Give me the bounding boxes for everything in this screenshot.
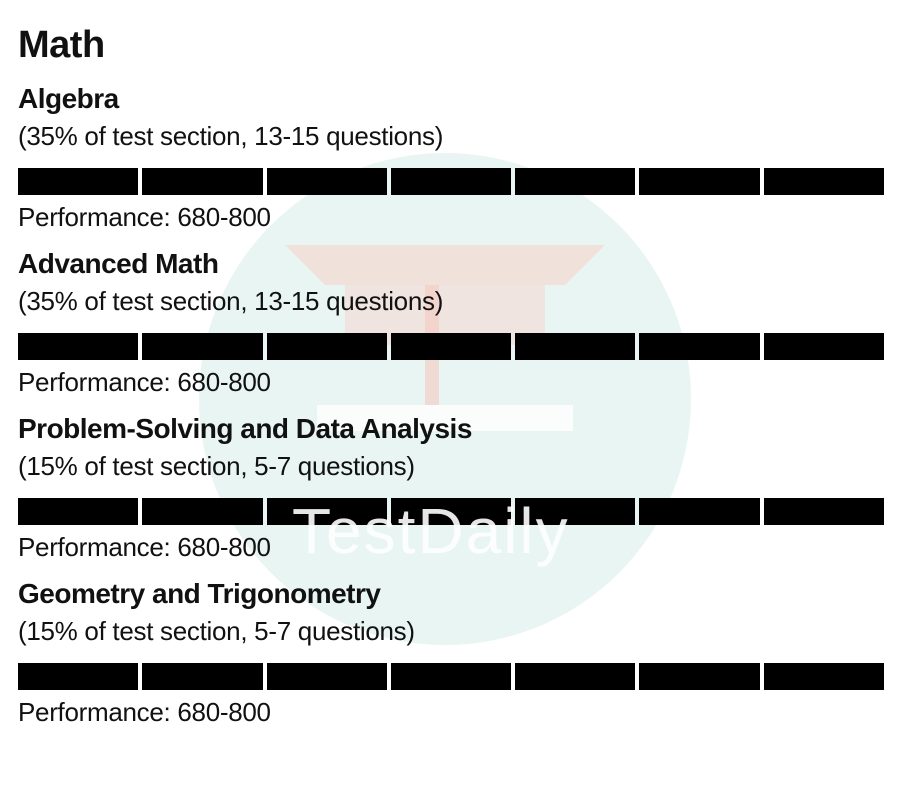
performance-range: Performance: 680-800 [18, 367, 271, 397]
section-title: Geometry and Trigonometry [18, 578, 381, 609]
section-subtitle: (15% of test section, 5-7 questions) [18, 616, 415, 646]
performance-bar-segment [18, 333, 139, 360]
watermark-text: TestDaily [292, 495, 570, 567]
performance-bar-segment [142, 168, 263, 195]
performance-bar-segment [639, 168, 760, 195]
performance-bar-segment [266, 168, 387, 195]
performance-bar-segment [515, 333, 636, 360]
performance-bar-segment [18, 498, 139, 525]
performance-bar-segment [639, 498, 760, 525]
section-algebra: Algebra (35% of test section, 13-15 ques… [18, 80, 884, 233]
performance-bar-segment [763, 168, 884, 195]
watermark-circle [199, 153, 691, 645]
performance-bar-segment [515, 498, 636, 525]
performance-bar-segment [390, 168, 512, 195]
performance-bar-segment [142, 333, 263, 360]
section-title: Advanced Math [18, 248, 219, 279]
score-report: Math Algebra (35% of test section, 13-15… [18, 24, 884, 728]
performance-bar [18, 333, 884, 360]
performance-bar [18, 498, 884, 525]
section-geometry: Geometry and Trigonometry (15% of test s… [18, 575, 884, 728]
performance-bar-segment [142, 663, 263, 690]
performance-bar-segment [266, 333, 387, 360]
performance-range: Performance: 680-800 [18, 532, 271, 562]
performance-bar-segment [142, 498, 263, 525]
performance-bar [18, 663, 884, 690]
performance-bar-segment [18, 168, 139, 195]
performance-bar-segment [763, 333, 884, 360]
performance-bar-segment [266, 663, 387, 690]
performance-bar-segment [266, 498, 387, 525]
performance-bar-segment [515, 168, 636, 195]
section-advanced-math: Advanced Math (35% of test section, 13-1… [18, 245, 884, 398]
section-problem-solving: Problem-Solving and Data Analysis (15% o… [18, 410, 884, 563]
performance-bar-segment [515, 663, 636, 690]
performance-bar-segment [639, 333, 760, 360]
page-title: Math [18, 24, 105, 66]
performance-range: Performance: 680-800 [18, 202, 271, 232]
performance-bar-segment [639, 663, 760, 690]
performance-bar-segment [390, 333, 512, 360]
section-subtitle: (15% of test section, 5-7 questions) [18, 451, 415, 481]
section-subtitle: (35% of test section, 13-15 questions) [18, 286, 444, 316]
performance-bar-segment [763, 498, 884, 525]
performance-range: Performance: 680-800 [18, 697, 271, 727]
performance-bar [18, 168, 884, 195]
performance-bar-segment [390, 663, 512, 690]
performance-bar-segment [763, 663, 884, 690]
section-title: Algebra [18, 83, 119, 114]
performance-bar-segment [18, 663, 139, 690]
section-title: Problem-Solving and Data Analysis [18, 413, 472, 444]
section-subtitle: (35% of test section, 13-15 questions) [18, 121, 444, 151]
performance-bar-segment [390, 498, 512, 525]
